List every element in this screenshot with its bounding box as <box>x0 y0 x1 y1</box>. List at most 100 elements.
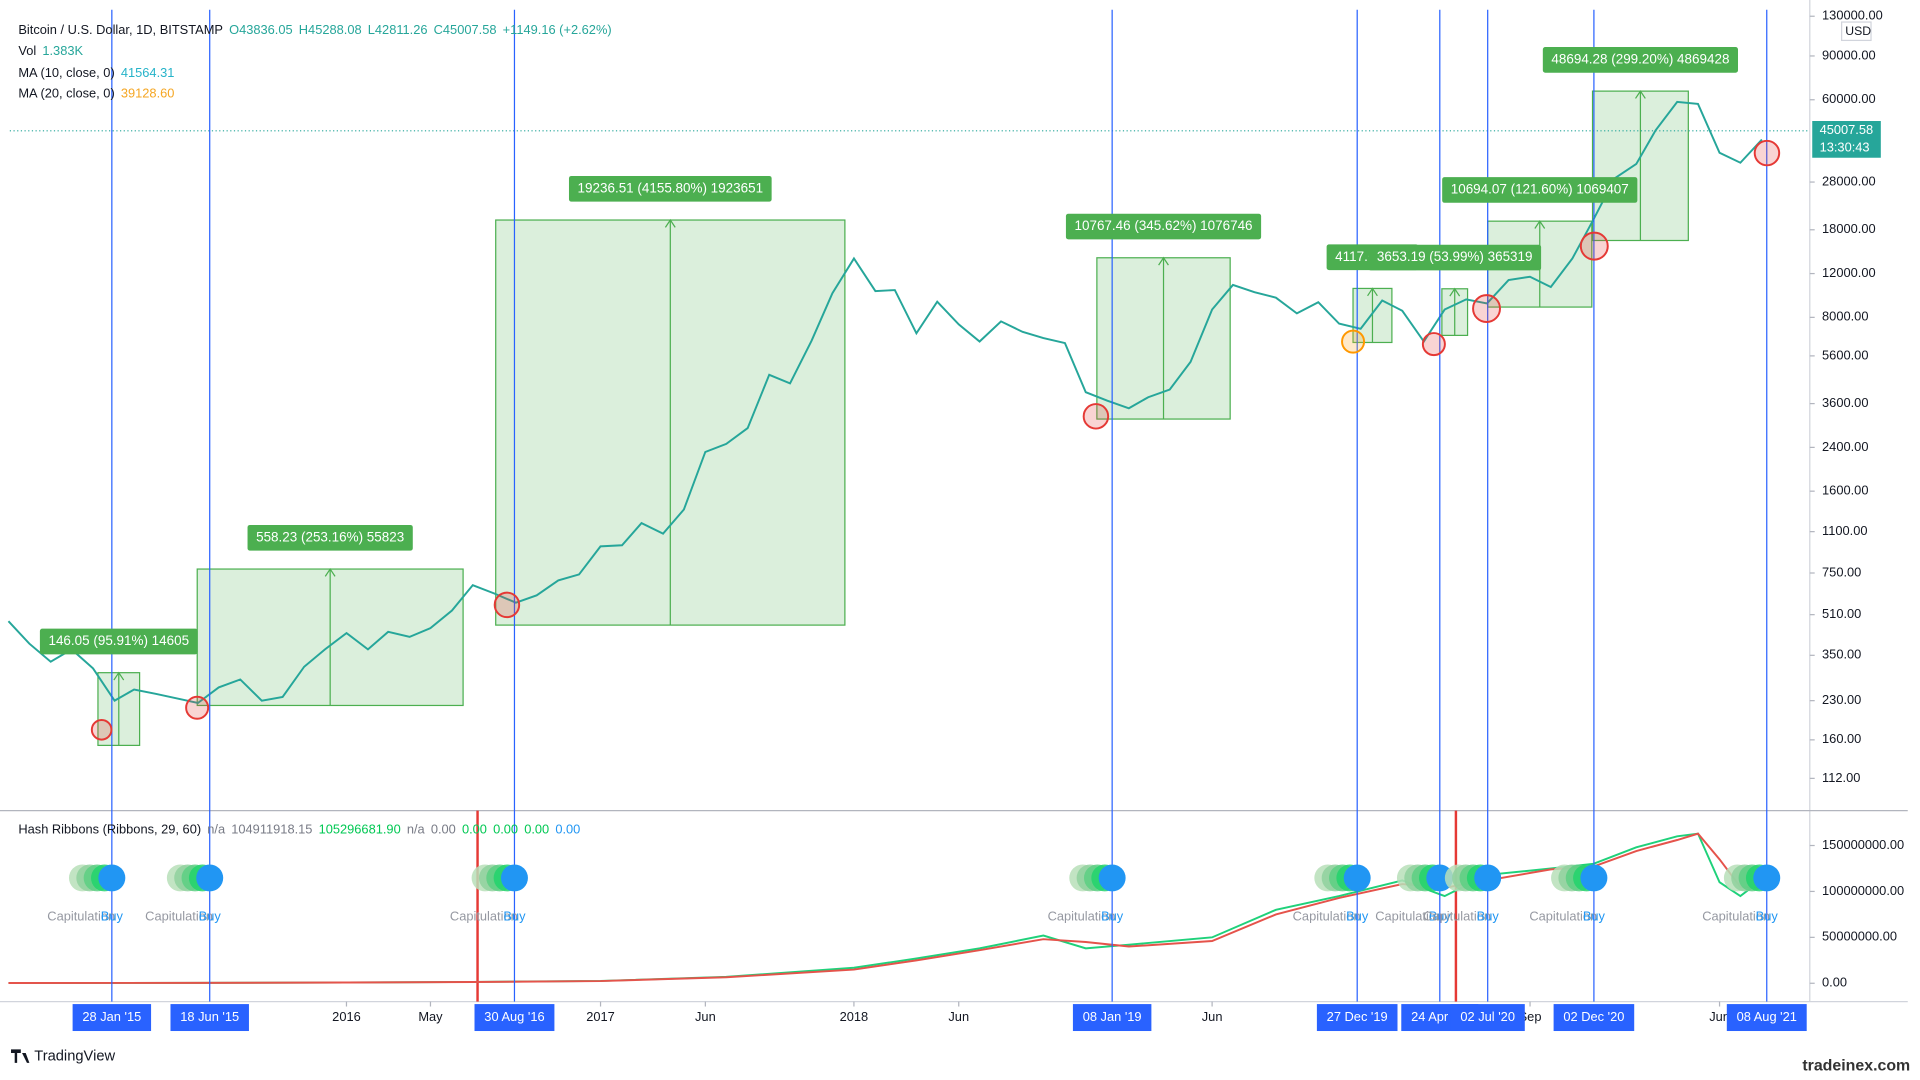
measure-label-bg <box>247 524 413 551</box>
x-tick-label: Jun <box>1202 1009 1223 1024</box>
legend-text: Hash Ribbons (Ribbons, 29, 60) <box>18 822 201 837</box>
x-tick-label: Jun <box>1709 1009 1730 1024</box>
measure-label-bg <box>1442 177 1638 203</box>
buy-label: Buy <box>199 909 222 924</box>
date-label: 28 Jan '15 <box>82 1009 141 1024</box>
buy-label: Buy <box>1429 909 1452 924</box>
date-label-bg <box>474 1004 555 1032</box>
buy-dot <box>1753 864 1781 892</box>
capitulation-label: Capitulation <box>1423 909 1491 924</box>
buy-dot <box>1343 864 1371 892</box>
overlay-layer: 112.00 160.00 230.00 350.00 510.00 750.00 1100… <box>18 8 1904 1032</box>
buy-label: Buy <box>1346 909 1369 924</box>
date-label-bg <box>170 1004 249 1032</box>
legend-text: 0.00 <box>493 822 518 837</box>
buy-label: Buy <box>1477 909 1500 924</box>
y-tick-label: 0.00 <box>1822 975 1847 990</box>
buy-label: Buy <box>1101 909 1124 924</box>
x-tick-label: 2017 <box>586 1009 615 1024</box>
legend-text: MA (20, close, 0) <box>18 86 114 101</box>
legend-text: 0.00 <box>524 822 549 837</box>
y-tick-label: 18000.00 <box>1822 221 1876 236</box>
y-tick-label: 1600.00 <box>1822 483 1868 498</box>
annotation-circle <box>1421 332 1446 357</box>
measure-label-bg <box>1368 244 1542 271</box>
logo-icon <box>11 1049 30 1063</box>
buy-dot <box>1580 864 1608 892</box>
x-tick-label: May <box>418 1009 443 1024</box>
buy-label: Buy <box>101 909 124 924</box>
y-tick-label: 90000.00 <box>1822 47 1876 62</box>
x-tick-label: Jun <box>695 1009 716 1024</box>
last-price-box <box>1812 121 1881 158</box>
measure-arrowhead <box>664 218 676 228</box>
buy-dot <box>1474 864 1502 892</box>
countdown: 13:30:43 <box>1820 139 1870 154</box>
legend-text: 0.00 <box>462 822 487 837</box>
legend-text: 39128.60 <box>121 86 175 101</box>
x-tick-label: Jun <box>948 1009 969 1024</box>
annotation-circle <box>1082 403 1110 430</box>
date-label-bg <box>1072 1004 1152 1032</box>
capitulation-label: Capitulation <box>450 909 518 924</box>
x-tick-label: 2018 <box>840 1009 869 1024</box>
legend-text: 104911918.15 <box>231 822 312 837</box>
legend-text: 1.383K <box>42 43 83 58</box>
measure-label: 19236.51 (4155.80%) 1923651 <box>578 180 764 195</box>
y-tick-label: 350.00 <box>1822 647 1861 662</box>
legend-text: H45288.08 <box>299 22 362 37</box>
date-label: 08 Jan '19 <box>1083 1009 1142 1024</box>
measure-label: 558.23 (253.16%) 55823 <box>256 529 404 544</box>
date-label: 27 Dec '19 <box>1327 1009 1388 1024</box>
y-tick-label: 510.00 <box>1822 606 1861 621</box>
buy-label: Buy <box>1583 909 1606 924</box>
legend-text: n/a <box>407 822 426 837</box>
currency: USD <box>1845 24 1871 38</box>
capitulation-label: Capitulation <box>1702 909 1770 924</box>
date-label: 02 Dec '20 <box>1563 1009 1624 1024</box>
capitulation-label: Capitulation <box>47 909 115 924</box>
series-line <box>8 832 1762 984</box>
measure-arrowhead <box>1635 90 1646 99</box>
date-label: 30 Aug '16 <box>484 1009 544 1024</box>
date-label-bg <box>1316 1004 1398 1032</box>
y-tick-label: 1100.00 <box>1822 523 1867 538</box>
y-tick-label: 160.00 <box>1822 731 1861 746</box>
buy-dot <box>196 864 224 892</box>
measure-label: 10767.46 (345.62%) 1076746 <box>1075 218 1253 233</box>
branding: TradingView tradeinex.com <box>11 1049 1910 1075</box>
measure-arrowhead <box>113 671 125 681</box>
series-line <box>7 100 1763 705</box>
date-label: 18 Jun '15 <box>180 1009 239 1024</box>
measure-label: 3653.19 (53.99%) 365319 <box>1377 249 1533 264</box>
y-tick-label: 2400.00 <box>1822 439 1868 454</box>
legend-text: Vol <box>18 43 36 58</box>
annotation-circle <box>1753 139 1781 167</box>
measure-label: 146.05 (95.91%) 14605 <box>48 633 189 648</box>
measure-arrowhead <box>1367 287 1378 297</box>
capitulation-label: Capitulation <box>1048 909 1116 924</box>
y-tick-label: 12000.00 <box>1822 265 1876 280</box>
date-label-bg <box>72 1004 152 1032</box>
y-tick-label: 130000.00 <box>1822 8 1883 23</box>
date-label: 02 Jul '20 <box>1460 1009 1515 1024</box>
capitulation-label: Capitulation <box>1529 909 1597 924</box>
annotation-circle <box>1579 231 1609 261</box>
buy-dot <box>1098 864 1126 892</box>
measure-arrowhead <box>324 567 336 577</box>
legend-text: C45007.58 <box>434 22 497 37</box>
y-tick-label: 28000.00 <box>1822 173 1876 188</box>
x-tick-label: 2016 <box>332 1009 361 1024</box>
legend-text: 105296681.90 <box>319 822 401 837</box>
measure-label: 48694.28 (299.20%) 4869428 <box>1551 51 1729 66</box>
legend-text: +1149.16 (+2.62%) <box>503 22 612 37</box>
branding-text: TradingView <box>34 1049 115 1065</box>
y-tick-label: 750.00 <box>1822 564 1861 579</box>
y-tick-label: 3600.00 <box>1822 395 1868 410</box>
measure-arrowhead <box>1449 287 1461 297</box>
legend-text: L42811.26 <box>368 22 428 37</box>
last-price-label: 45007.58 <box>1820 122 1874 137</box>
y-tick-label: 60000.00 <box>1822 91 1876 106</box>
